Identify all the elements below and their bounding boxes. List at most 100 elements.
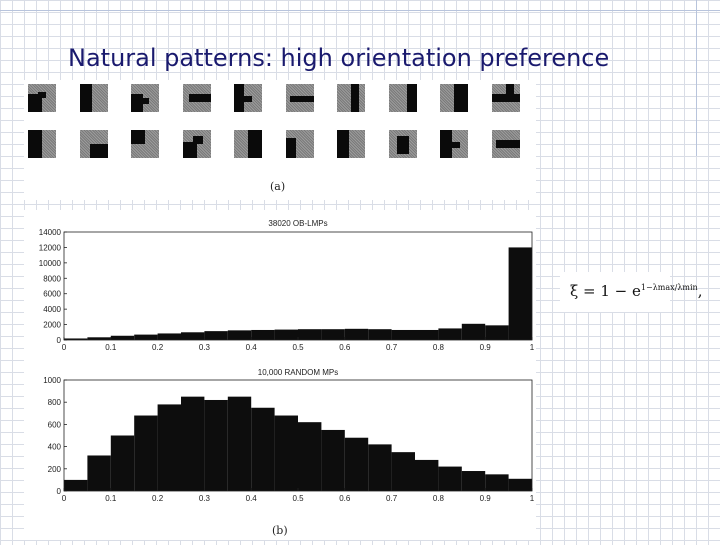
x-tick-label: 0.8 <box>433 343 445 352</box>
histogram-bar <box>508 247 532 340</box>
image-patch <box>491 130 520 158</box>
y-tick-label: 4000 <box>43 305 61 314</box>
patch-edge-block <box>234 84 244 112</box>
histogram-bar <box>157 404 181 491</box>
patch-edge-block <box>38 92 46 98</box>
y-tick-label: 200 <box>48 465 62 474</box>
histogram-bar <box>344 328 369 340</box>
decor-line-right <box>696 0 697 156</box>
x-tick-label: 0.7 <box>386 343 398 352</box>
histogram-bar <box>368 444 392 491</box>
patch-edge-block <box>491 94 520 102</box>
image-patch <box>285 130 314 158</box>
y-tick-label: 2000 <box>43 321 61 330</box>
histogram-bar <box>298 329 322 340</box>
patch-edge-block <box>79 84 92 112</box>
y-tick-label: 12000 <box>39 243 62 252</box>
orientation-equation: ξ = 1 − e1−λmax/λmin, <box>570 282 702 300</box>
image-patch <box>285 84 314 112</box>
image-patch <box>131 84 159 112</box>
patch-edge-block <box>28 130 42 158</box>
patch-edge-block <box>182 142 197 158</box>
histogram-bar <box>87 337 111 340</box>
histogram-bar <box>64 338 88 340</box>
patch-edge-block <box>337 130 349 158</box>
patch-edge-block <box>285 138 296 158</box>
patch-edge-block <box>396 136 409 154</box>
x-tick-label: 0.1 <box>105 343 117 352</box>
x-tick-label: 0.3 <box>199 343 211 352</box>
figure-b-caption: (b) <box>272 524 288 537</box>
x-tick-label: 0.8 <box>433 494 445 503</box>
histogram-bar <box>485 474 509 491</box>
decor-line-top <box>0 10 720 11</box>
histogram-bar <box>227 396 252 491</box>
histogram-bar <box>227 330 252 340</box>
histogram-bar <box>485 325 509 340</box>
histogram-bar <box>415 329 439 340</box>
histogram-bar <box>274 415 298 491</box>
patch-edge-block <box>244 96 252 102</box>
y-tick-label: 10000 <box>39 259 62 268</box>
histogram-bar <box>87 455 111 491</box>
histogram-bar <box>110 435 135 491</box>
patch-edge-block <box>131 130 145 144</box>
patch-edge-block <box>495 140 520 148</box>
histogram-bar <box>64 479 88 491</box>
x-tick-label: 0.5 <box>292 494 304 503</box>
image-patch <box>234 84 262 112</box>
equation-base: ξ = 1 − e <box>570 282 641 300</box>
histogram-bar <box>321 429 345 491</box>
plot-frame <box>63 231 533 341</box>
histogram-bar <box>181 332 205 340</box>
histogram-bar <box>368 329 392 340</box>
histogram-bar <box>321 329 345 340</box>
histogram-bar <box>298 422 322 491</box>
patch-edge-block <box>192 136 203 144</box>
equation-tail: , <box>697 282 703 300</box>
histogram-bar <box>391 329 415 340</box>
equation-exponent: 1−λmax/λmin <box>640 283 698 292</box>
histogram-bar <box>157 333 181 340</box>
x-tick-label: 0.4 <box>246 494 258 503</box>
x-tick-label: 0.9 <box>480 494 492 503</box>
y-tick-label: 6000 <box>43 290 61 299</box>
x-tick-label: 0.2 <box>152 343 164 352</box>
patch-edge-block <box>406 84 417 112</box>
x-tick-label: 0.5 <box>292 343 304 352</box>
image-patch <box>131 130 159 158</box>
x-tick-label: 1 <box>530 494 535 503</box>
histogram-bar <box>110 335 135 340</box>
x-tick-label: 0.9 <box>480 343 492 352</box>
x-tick-label: 1 <box>530 343 535 352</box>
figure-a-caption: (a) <box>270 180 286 193</box>
image-patch <box>28 130 56 158</box>
x-tick-label: 0.2 <box>152 494 164 503</box>
y-tick-label: 14000 <box>39 228 62 237</box>
histogram-bar <box>438 466 462 491</box>
image-patch <box>440 130 468 158</box>
y-tick-label: 0 <box>57 487 62 496</box>
x-tick-label: 0.3 <box>199 494 211 503</box>
histogram-bar <box>274 329 298 340</box>
chart-title: 10,000 RANDOM MPs <box>258 368 338 377</box>
image-patch <box>337 130 365 158</box>
x-tick-label: 0 <box>62 494 67 503</box>
histogram-bar <box>508 478 532 491</box>
image-patch <box>440 84 468 112</box>
histogram-bar <box>134 334 158 340</box>
y-tick-label: 400 <box>48 443 62 452</box>
histogram-bar <box>438 328 462 340</box>
slide-title: Natural patterns: high orientation prefe… <box>68 44 610 72</box>
y-tick-label: 8000 <box>43 274 61 283</box>
patch-edge-block <box>188 94 211 102</box>
image-patch <box>491 84 520 112</box>
y-tick-label: 600 <box>48 420 62 429</box>
y-tick-label: 800 <box>48 398 62 407</box>
image-patch <box>182 84 211 112</box>
x-tick-label: 0.7 <box>386 494 398 503</box>
x-tick-label: 0.1 <box>105 494 117 503</box>
patch-edge-block <box>289 96 314 102</box>
equation-panel <box>560 272 670 312</box>
y-tick-label: 1000 <box>43 376 61 385</box>
